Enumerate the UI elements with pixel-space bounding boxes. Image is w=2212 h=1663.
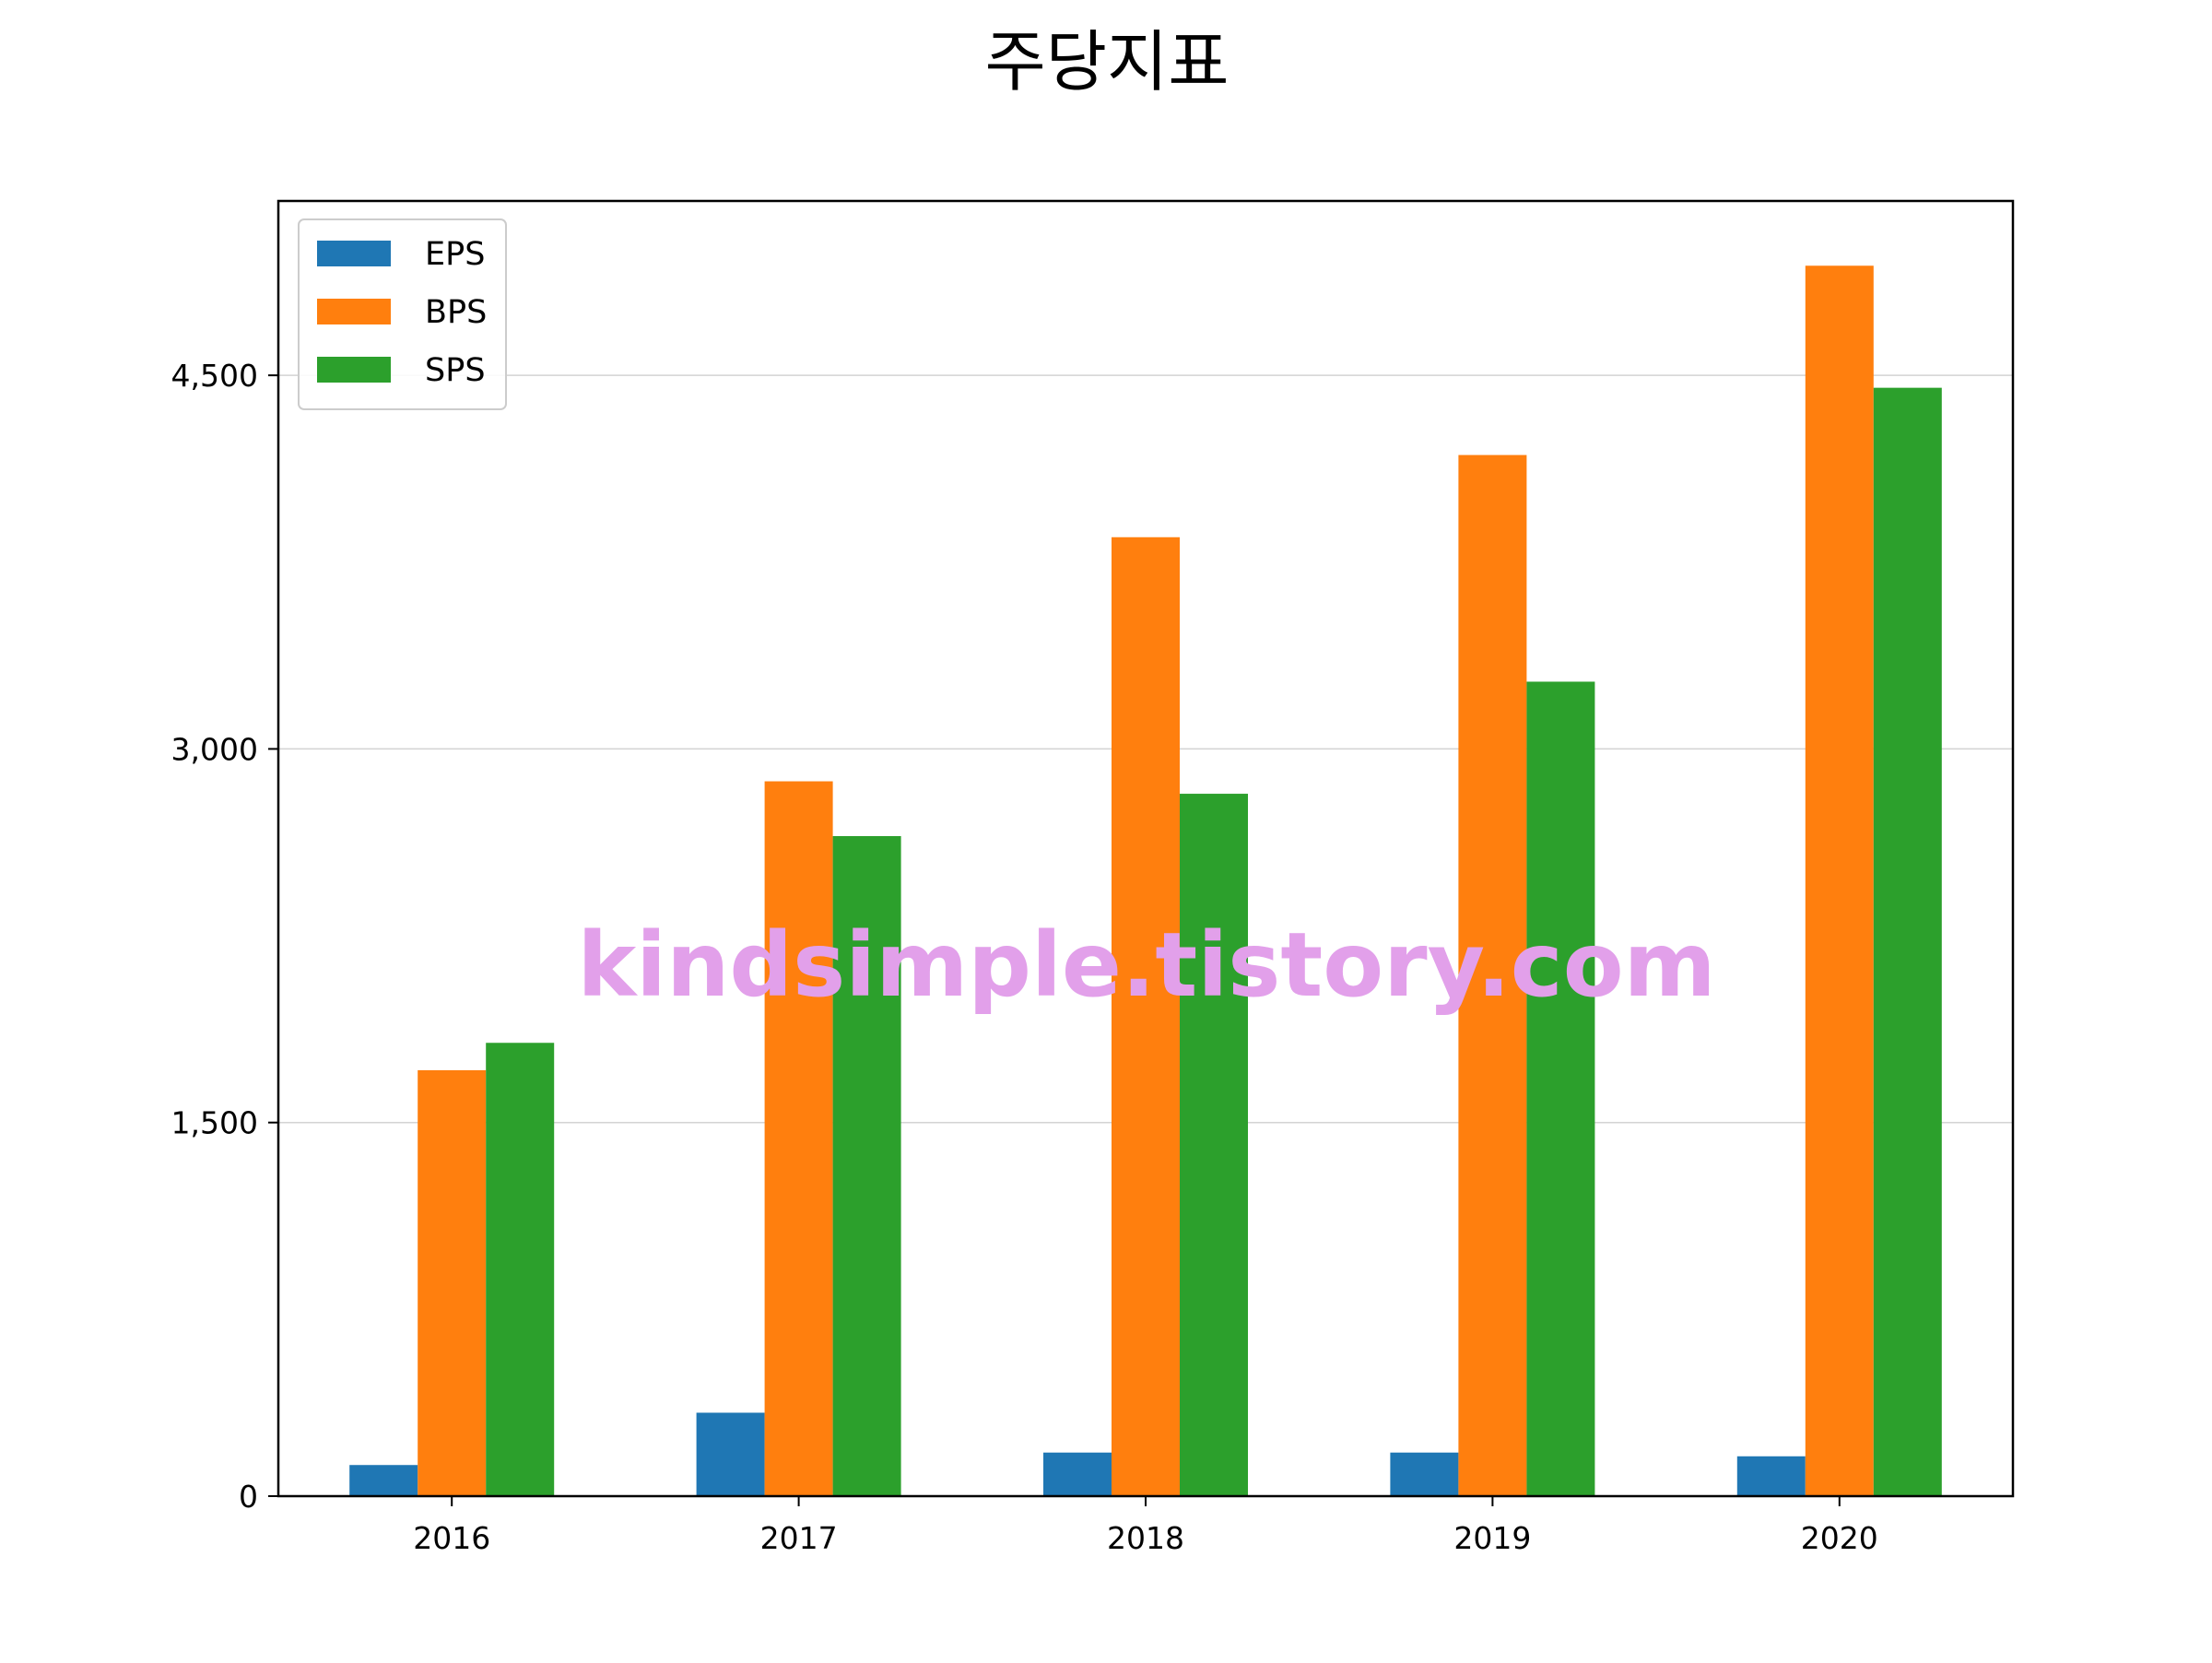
bar-sps-2018 bbox=[1180, 794, 1248, 1496]
legend: EPS BPS SPS bbox=[298, 218, 507, 410]
chart-title: 주당지표 bbox=[985, 23, 1230, 100]
bar-bps-2016 bbox=[418, 1069, 487, 1496]
x-tick-label: 2019 bbox=[1453, 1520, 1531, 1556]
legend-swatch-sps bbox=[317, 357, 391, 383]
y-tick-label: 0 bbox=[239, 1479, 258, 1515]
bar-sps-2017 bbox=[832, 835, 901, 1496]
bar-sps-2016 bbox=[486, 1043, 555, 1496]
legend-label-eps: EPS bbox=[425, 236, 485, 273]
bar-bps-2020 bbox=[1805, 265, 1874, 1496]
bar-bps-2019 bbox=[1458, 454, 1527, 1496]
bar-sps-2019 bbox=[1526, 681, 1595, 1496]
x-tick-label: 2020 bbox=[1801, 1520, 1878, 1556]
bars bbox=[349, 265, 1942, 1496]
watermark-layer: kindsimple.tistory.com bbox=[577, 914, 1715, 1017]
y-tick-label: 3,000 bbox=[171, 731, 258, 767]
bar-bps-2018 bbox=[1112, 537, 1180, 1496]
x-tick-label: 2016 bbox=[413, 1520, 490, 1556]
x-tick-label: 2018 bbox=[1107, 1520, 1184, 1556]
legend-label-bps: BPS bbox=[425, 294, 487, 331]
legend-swatch-bps bbox=[317, 299, 391, 324]
bar-eps-2016 bbox=[349, 1465, 418, 1496]
watermark-text: kindsimple.tistory.com bbox=[577, 914, 1715, 1017]
legend-label-sps: SPS bbox=[425, 352, 486, 389]
x-axis: 2016 2017 2018 2019 2020 bbox=[413, 1496, 1878, 1556]
bar-eps-2018 bbox=[1043, 1452, 1112, 1496]
y-axis: 0 1,500 3,000 4,500 bbox=[171, 358, 278, 1515]
bar-bps-2017 bbox=[764, 781, 833, 1496]
x-tick-label: 2017 bbox=[760, 1520, 838, 1556]
bar-eps-2020 bbox=[1736, 1456, 1806, 1496]
legend-swatch-eps bbox=[317, 241, 391, 266]
bar-eps-2019 bbox=[1390, 1452, 1459, 1496]
bar-sps-2020 bbox=[1873, 387, 1942, 1496]
y-tick-label: 1,500 bbox=[171, 1105, 258, 1141]
bar-eps-2017 bbox=[696, 1412, 765, 1496]
y-tick-label: 4,500 bbox=[171, 358, 258, 394]
